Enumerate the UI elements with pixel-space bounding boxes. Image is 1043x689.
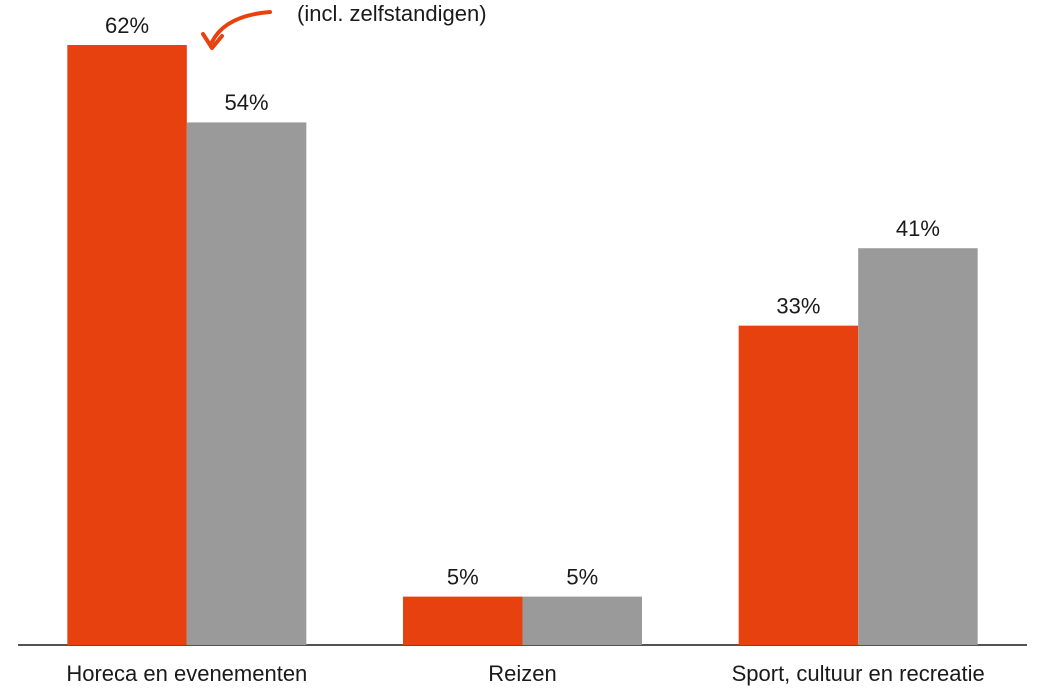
value-label: 33% bbox=[776, 293, 820, 318]
bar bbox=[403, 596, 523, 645]
value-label: 5% bbox=[566, 564, 598, 589]
x-tick-label: Sport, cultuur en recreatie bbox=[732, 661, 985, 686]
bar bbox=[738, 325, 859, 645]
value-label: 5% bbox=[447, 564, 479, 589]
x-tick-label: Horeca en evenementen bbox=[66, 661, 307, 686]
value-label: 41% bbox=[896, 216, 940, 241]
bar bbox=[186, 122, 307, 645]
annotation-arrowhead bbox=[201, 32, 224, 50]
value-label: 62% bbox=[105, 13, 149, 38]
value-label: 54% bbox=[225, 90, 269, 115]
annotation-arrow bbox=[210, 10, 272, 44]
x-tick-label: Reizen bbox=[488, 661, 556, 686]
bar bbox=[67, 45, 187, 645]
bar bbox=[522, 596, 642, 645]
annotation: (incl. zelfstandigen) bbox=[297, 1, 487, 26]
bar bbox=[858, 248, 978, 645]
